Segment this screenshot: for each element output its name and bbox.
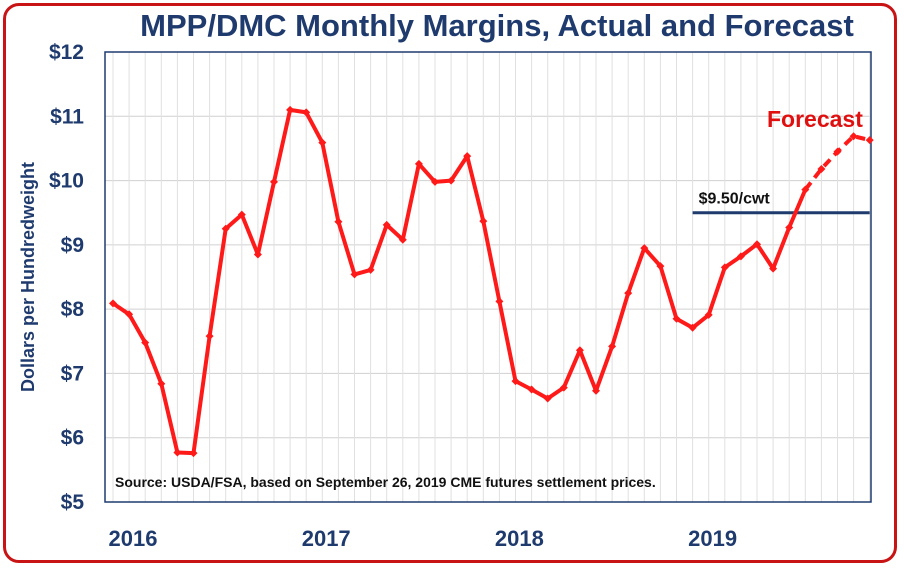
data-point (382, 220, 391, 229)
data-point (318, 138, 327, 147)
data-point (173, 448, 182, 457)
data-point (109, 299, 117, 308)
source-note: Source: USDA/FSA, based on September 26,… (115, 474, 656, 490)
y-tick-label: $11 (50, 105, 84, 128)
reference-line-group: $9.50/cwt (692, 191, 870, 215)
data-point (511, 377, 520, 386)
data-point (334, 217, 343, 226)
reference-line-label: $9.50/cwt (699, 191, 771, 208)
data-point (253, 250, 262, 259)
forecast-label: Forecast (767, 106, 863, 132)
data-point (769, 264, 778, 273)
data-point (736, 252, 745, 261)
data-point (157, 379, 166, 388)
y-tick-label: $6 (61, 427, 84, 450)
data-point (205, 332, 214, 341)
data-point (495, 297, 504, 306)
data-point (672, 314, 681, 323)
y-tick-label: $12 (49, 41, 84, 64)
data-point (592, 386, 600, 395)
data-point (398, 235, 407, 244)
x-tick-label: 2018 (495, 526, 544, 551)
data-point (270, 177, 278, 186)
data-point (221, 224, 230, 233)
y-tick-label: $7 (61, 362, 84, 385)
grid (105, 52, 871, 502)
x-axis-ticks: 2016 2017 2018 2019 (109, 526, 738, 551)
data-point (366, 265, 375, 274)
y-tick-label: $10 (49, 170, 84, 193)
chart-frame (3, 3, 897, 563)
data-point (125, 310, 134, 319)
data-point (543, 394, 552, 403)
forecast-point (849, 132, 858, 141)
x-tick-label: 2019 (688, 526, 737, 551)
data-point (527, 385, 536, 394)
data-point (753, 240, 761, 249)
data-point (189, 449, 198, 458)
data-point (447, 176, 456, 185)
forecast-point (801, 185, 810, 194)
data-point (350, 270, 359, 279)
y-axis-label: Dollars per Hundredweight (18, 162, 38, 392)
data-point (785, 223, 794, 232)
data-point (479, 217, 488, 226)
forecast-point (817, 165, 826, 173)
x-tick-label: 2017 (302, 526, 351, 551)
series-line-actual (111, 107, 808, 456)
y-tick-label: $5 (61, 491, 85, 514)
data-point (302, 108, 311, 117)
y-axis-ticks: $5 $6 $7 $8 $9 $10 $11 $12 (49, 41, 84, 514)
forecast-point (833, 147, 842, 156)
forecast-point (865, 136, 874, 145)
data-point (608, 342, 617, 351)
data-point (624, 289, 633, 298)
data-point (286, 105, 295, 114)
plot-area (104, 51, 872, 503)
chart-title: MPP/DMC Monthly Margins, Actual and Fore… (140, 8, 854, 43)
data-point (431, 177, 439, 186)
data-point (414, 159, 423, 168)
data-point (237, 210, 246, 219)
series-group (109, 105, 874, 458)
data-point (640, 244, 649, 253)
data-point (656, 262, 665, 271)
data-point (688, 323, 697, 332)
y-tick-label: $9 (61, 234, 84, 257)
data-point (141, 338, 150, 347)
data-point (720, 263, 729, 272)
data-point (704, 310, 713, 319)
x-tick-label: 2016 (109, 526, 158, 551)
data-point (463, 152, 472, 161)
data-point (559, 383, 568, 392)
data-point (575, 346, 584, 355)
y-tick-label: $8 (61, 298, 85, 321)
